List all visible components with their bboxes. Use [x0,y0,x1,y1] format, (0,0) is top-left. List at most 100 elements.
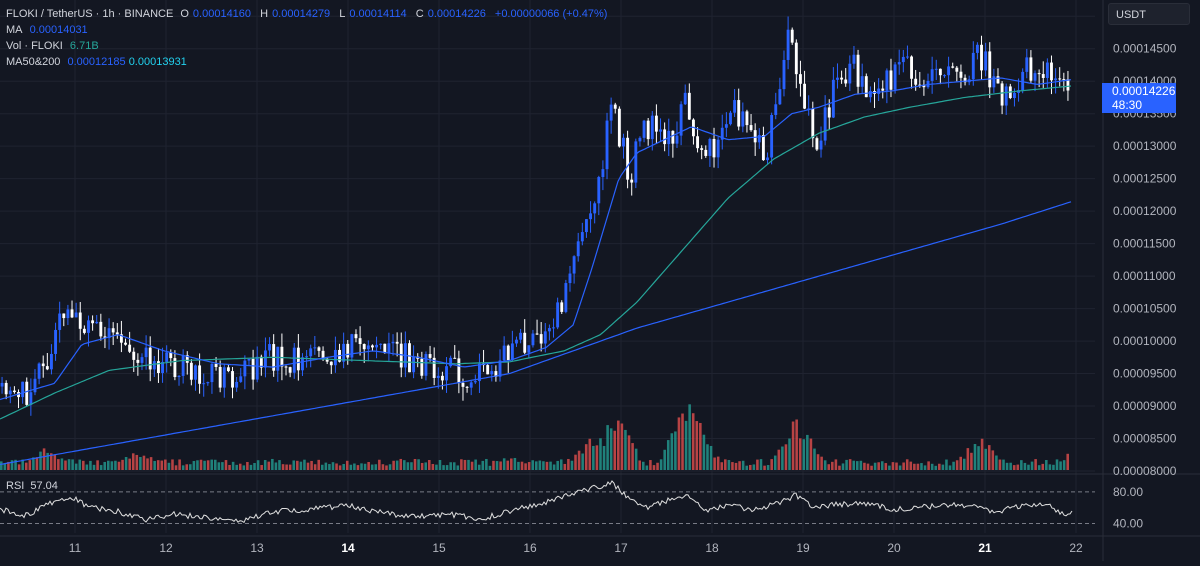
volume-bar [791,421,795,470]
candle-body [827,107,831,118]
candle-body [313,347,317,349]
volume-bar [438,459,442,470]
volume-bar [338,465,342,470]
candle-body [831,79,835,118]
currency-selector[interactable]: USDT [1108,3,1190,25]
volume-bar [538,460,542,470]
candle-body [173,358,177,378]
volume-bar [395,460,399,470]
volume-bar [124,457,128,470]
volume-bar [599,438,602,470]
candle-body [654,115,658,132]
candle-body [161,361,164,373]
ma50-200-row[interactable]: MA50&200 0.00012185 0.00013931 [6,54,607,70]
volume-bar [841,463,845,470]
volume-bar [759,459,763,470]
candle-body [21,381,25,398]
volume-bar [46,452,49,470]
volume-bar [467,459,470,470]
volume-bar [966,448,970,470]
candle-body [445,366,448,381]
candle-body [506,345,510,361]
volume-bar [153,460,156,470]
volume-bar [773,455,777,470]
candle-body [753,130,757,143]
symbol-title[interactable]: FLOKI / TetherUS · 1h · BINANCE [6,8,174,20]
x-tick-label: 14 [341,541,355,555]
volume-bar [510,458,513,470]
candle-body [729,112,732,125]
candle-body [231,371,234,388]
volume-bar [242,465,246,470]
volume-bar [670,433,674,470]
candle-body [696,136,699,149]
candle-body [897,62,901,65]
ma-row[interactable]: MA 0.00014031 [6,22,607,38]
ma200-line [0,201,1072,466]
y-tick-label: 0.00014500 [1113,42,1177,56]
volume-row[interactable]: Vol · FLOKI 6.71B [6,38,607,54]
candle-body [226,367,230,372]
candle-body [626,137,630,180]
candle-body [453,357,457,359]
volume-bar [927,461,930,470]
candle-body [33,378,37,393]
volume-bar [1066,453,1069,470]
candle-body [95,321,99,324]
candle-body [259,356,263,368]
rsi-level-label: 80.00 [1113,485,1143,499]
candle-body [8,390,12,395]
high-value: 0.00014279 [272,8,331,20]
volume-bar [574,454,577,470]
candle-body [152,361,156,370]
candle-body [984,51,988,71]
candle-body [889,70,893,90]
rsi-legend[interactable]: RSI 57.04 [6,480,58,492]
volume-bar [745,465,748,470]
volume-bar [495,461,499,470]
volume-bar [1023,462,1027,470]
volume-bar [185,464,189,470]
volume-bar [895,462,898,470]
volume-bar [356,465,360,470]
volume-bar [199,459,203,470]
volume-bar [82,460,85,470]
volume-bar [135,454,139,470]
volume-bar [78,459,82,470]
rsi-value: 57.04 [30,480,58,492]
volume-bar [85,464,89,470]
volume-bar [506,460,510,470]
volume-bar [977,446,980,470]
volume-bar [588,438,592,470]
volume-bar [345,460,349,470]
candle-body [436,375,440,378]
x-tick-label: 15 [432,541,446,555]
candle-body [1029,57,1033,81]
candle-body [103,336,107,339]
candle-body [622,137,625,147]
x-tick-label: 21 [978,541,992,555]
candle-body [214,363,218,367]
candle-body [107,328,111,339]
candle-body [239,376,243,382]
volume-bar [310,460,313,470]
candle-body [317,347,321,351]
last-price-badge: 0.00014226 48:30 [1102,83,1176,113]
volume-bar [181,465,185,470]
volume-bar [1048,464,1052,470]
candle-body [568,273,572,284]
volume-bar [445,465,449,470]
volume-bar [92,464,96,470]
candle-body [510,343,514,361]
candle-body [440,375,444,381]
candle-body [638,137,642,142]
volume-bar [763,465,766,470]
volume-bar [880,461,884,470]
volume-bar [246,461,249,470]
candle-body [572,256,576,274]
x-tick-label: 17 [614,541,628,555]
volume-bar [866,463,870,470]
candle-body [975,44,979,53]
